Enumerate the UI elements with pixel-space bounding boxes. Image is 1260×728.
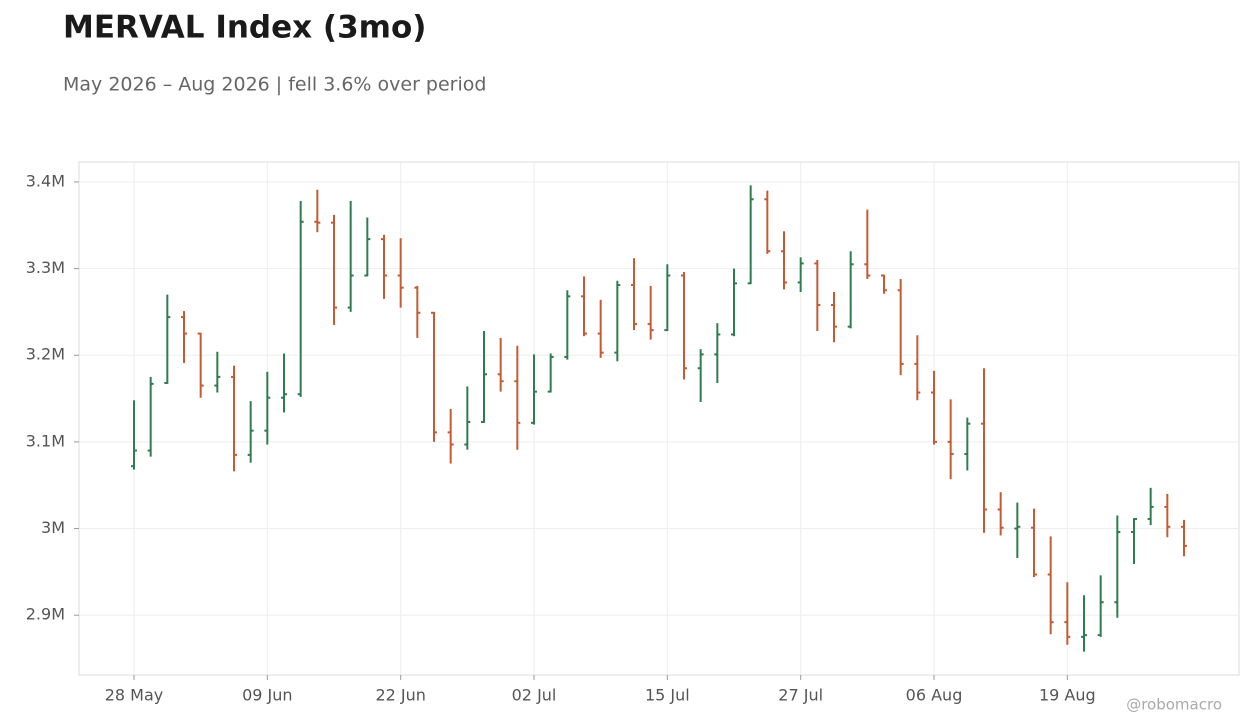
x-tick-label: 27 Jul [778,686,823,705]
x-tick-label: 06 Aug [906,686,963,705]
x-tick-label: 15 Jul [645,686,690,705]
x-tick-label: 19 Aug [1039,686,1096,705]
y-tick-label: 3M [41,518,65,537]
plot-frame [78,161,1240,676]
y-tick-label: 3.4M [26,171,65,190]
x-tick-label: 02 Jul [512,686,557,705]
y-tick-label: 3.1M [26,431,65,450]
y-tick-label: 2.9M [26,605,65,624]
y-tick-label: 3.2M [26,345,65,364]
x-tick-label: 28 May [105,686,164,705]
x-tick-label: 22 Jun [375,686,425,705]
watermark: @robomacro [1126,696,1222,714]
chart-title: MERVAL Index (3mo) [63,10,426,46]
y-tick-label: 3.3M [26,258,65,277]
x-tick-label: 09 Jun [242,686,292,705]
chart-subtitle: May 2026 – Aug 2026 | fell 3.6% over per… [63,74,486,96]
